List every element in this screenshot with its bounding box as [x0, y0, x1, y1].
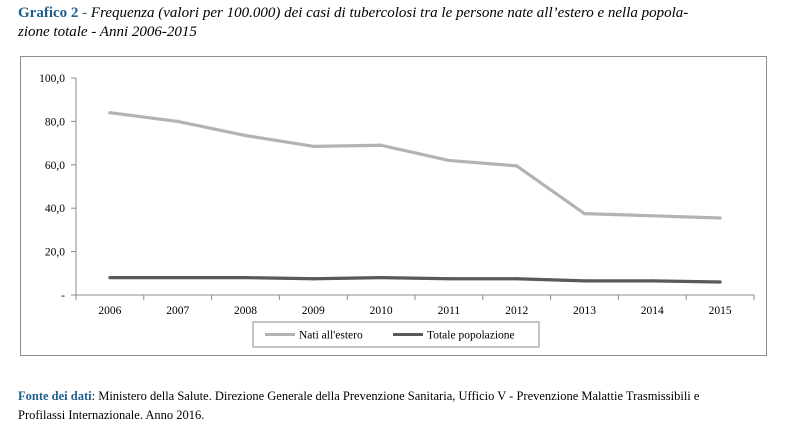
data-point [650, 214, 654, 218]
data-point [108, 276, 112, 280]
legend-label: Totale popolazione [427, 330, 515, 342]
data-point [718, 216, 722, 220]
x-tick-label: 2013 [573, 305, 596, 317]
y-tick-label: - [61, 290, 65, 302]
data-point [176, 119, 180, 123]
y-tick-label: 80,0 [45, 116, 65, 128]
data-point [311, 144, 315, 148]
y-tick-label: 60,0 [45, 160, 65, 172]
data-point [176, 276, 180, 280]
x-tick-label: 2015 [709, 305, 732, 317]
caption-line-1: Grafico 2 - Frequenza (valori per 100.00… [18, 4, 780, 23]
data-point [582, 279, 587, 283]
x-tick-label: 2012 [505, 305, 528, 317]
x-tick-label: 2009 [302, 305, 325, 317]
source-text-line-2: Profilassi Internazionale. Anno 2016. [18, 408, 205, 422]
data-point [650, 279, 654, 283]
y-tick-label: 40,0 [45, 203, 65, 215]
series-line-1 [109, 111, 721, 220]
data-point [108, 111, 112, 115]
source-label: Fonte dei dati [18, 389, 92, 403]
caption-line-2: zione totale - Anni 2006-2015 [18, 23, 780, 42]
caption-title-line-1: Frequenza (valori per 100.000) dei casi … [90, 5, 689, 21]
data-point [447, 158, 451, 163]
y-tick-label: 100,0 [39, 73, 65, 85]
x-tick-label: 2007 [166, 305, 189, 317]
data-point [243, 133, 248, 138]
data-point [718, 280, 722, 284]
caption-separator: - [78, 5, 91, 21]
data-point [582, 212, 587, 216]
data-point [515, 277, 519, 281]
source-line-1: Fonte dei dati: Ministero della Salute. … [18, 387, 778, 406]
source-note: Fonte dei dati: Ministero della Salute. … [18, 387, 778, 425]
data-point [243, 276, 248, 280]
legend-label: Nati all'estero [299, 330, 363, 342]
data-point [379, 143, 383, 147]
figure-caption: Grafico 2 - Frequenza (valori per 100.00… [18, 4, 780, 42]
data-point [515, 164, 519, 168]
source-text-line-1: : Ministero della Salute. Direzione Gene… [91, 389, 700, 403]
x-tick-label: 2010 [370, 305, 393, 317]
source-line-2: Profilassi Internazionale. Anno 2016. [18, 406, 778, 425]
caption-label: Grafico 2 [18, 5, 79, 21]
data-point [379, 276, 383, 280]
caption-title-line-2: zione totale - Anni 2006-2015 [18, 24, 197, 40]
x-tick-label: 2011 [438, 305, 461, 317]
data-point [447, 277, 451, 281]
data-point [311, 277, 315, 281]
x-tick-label: 2014 [641, 305, 664, 317]
x-tick-label: 2006 [98, 305, 121, 317]
x-tick-label: 2008 [234, 305, 257, 317]
line-chart: - 20,0 40,0 60,0 80,0 100,0 2006 2007 2008 2009 20… [39, 73, 755, 348]
series-line-2 [109, 276, 721, 284]
chart-frame: - 20,0 40,0 60,0 80,0 100,0 2006 2007 2008 2009 20… [20, 56, 767, 356]
y-tick-label: 20,0 [45, 247, 65, 259]
